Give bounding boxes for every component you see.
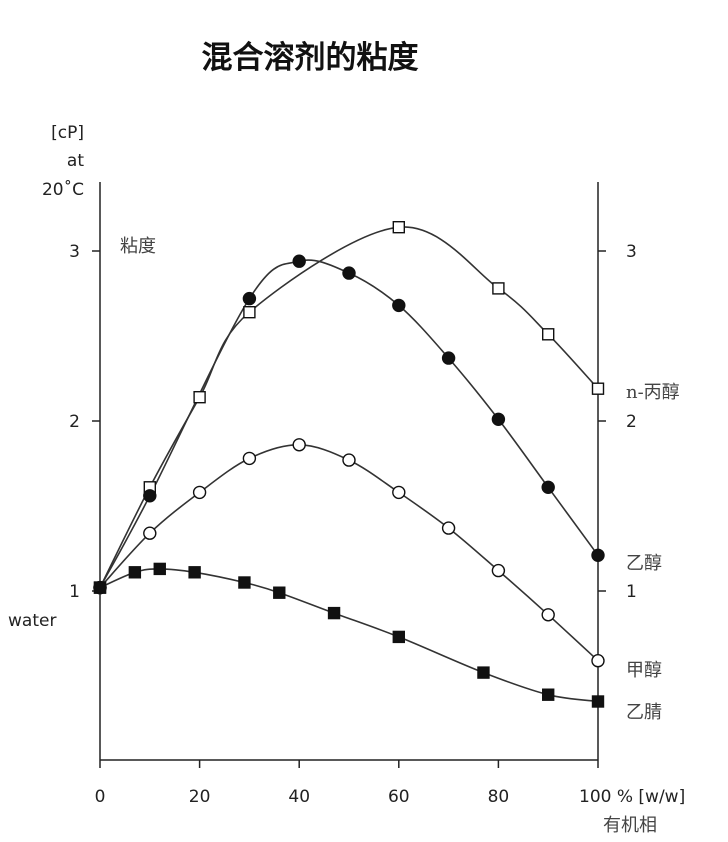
data-point <box>491 412 506 426</box>
series-label: 乙醇 <box>626 553 662 574</box>
data-point <box>492 282 505 295</box>
data-point <box>193 391 206 404</box>
x-axis-label: 有机相 <box>603 815 657 836</box>
data-point <box>541 480 555 494</box>
series-markers <box>93 220 605 708</box>
data-point <box>392 220 405 234</box>
data-point <box>243 306 256 319</box>
data-point <box>327 606 341 620</box>
x-axis-unit-label: 100 % [w/w] <box>579 787 685 807</box>
data-point <box>591 695 605 708</box>
data-point <box>273 586 286 599</box>
data-point <box>591 382 605 395</box>
data-point <box>392 485 406 500</box>
series-line <box>99 226 599 588</box>
y-tick-label-right: 2 <box>626 412 637 432</box>
data-point <box>541 608 555 622</box>
data-point <box>238 576 251 589</box>
data-point <box>491 563 506 578</box>
y-tick-label-left: 1 <box>69 582 80 602</box>
y-tick-label-left: 3 <box>69 242 80 262</box>
data-point <box>342 266 356 280</box>
data-point <box>188 566 201 579</box>
series-line <box>99 568 599 703</box>
x-tick-label: 80 <box>488 787 510 807</box>
data-point <box>93 581 107 594</box>
series-line <box>99 259 599 588</box>
data-point <box>242 291 257 306</box>
x-tick-label: 0 <box>95 787 106 807</box>
data-point <box>192 485 207 500</box>
data-point <box>342 453 356 467</box>
data-point <box>542 328 555 341</box>
y-unit-line-3: 20˚C <box>42 179 84 200</box>
data-point <box>292 438 306 452</box>
series-label: 乙腈 <box>626 702 662 723</box>
series-line <box>99 443 599 662</box>
data-point <box>143 489 157 503</box>
data-point <box>591 654 605 668</box>
x-tick-label: 60 <box>388 787 410 807</box>
data-point <box>143 526 157 540</box>
y-axis-ticks: 1 2 3 1 2 3 <box>69 242 637 602</box>
y-tick-label-right: 3 <box>626 242 637 262</box>
data-point <box>292 254 306 268</box>
data-point <box>242 451 257 466</box>
series-label: n-丙醇 <box>626 382 680 403</box>
water-label: water <box>8 611 56 631</box>
data-point <box>441 521 456 535</box>
x-tick-label: 20 <box>189 787 211 807</box>
y-unit-line-2: at <box>67 151 84 171</box>
y-tick-label-right: 1 <box>626 582 637 602</box>
data-point <box>128 566 142 579</box>
x-tick-label: 40 <box>288 787 310 807</box>
x-axis-ticks: 0 20 40 60 80 <box>95 760 599 807</box>
y-tick-label-left: 2 <box>69 412 80 432</box>
data-point <box>591 548 605 562</box>
y-axis-label: 粘度 <box>120 236 156 257</box>
chart-title: 混合溶剂的粘度 <box>202 40 419 76</box>
series-label: 甲醇 <box>626 660 662 681</box>
data-point <box>542 688 555 701</box>
data-point <box>153 562 166 576</box>
data-point <box>441 351 456 365</box>
data-point <box>477 666 490 679</box>
data-point <box>392 298 406 313</box>
data-point <box>392 630 405 644</box>
y-unit-line-1: [cP] <box>51 123 84 143</box>
